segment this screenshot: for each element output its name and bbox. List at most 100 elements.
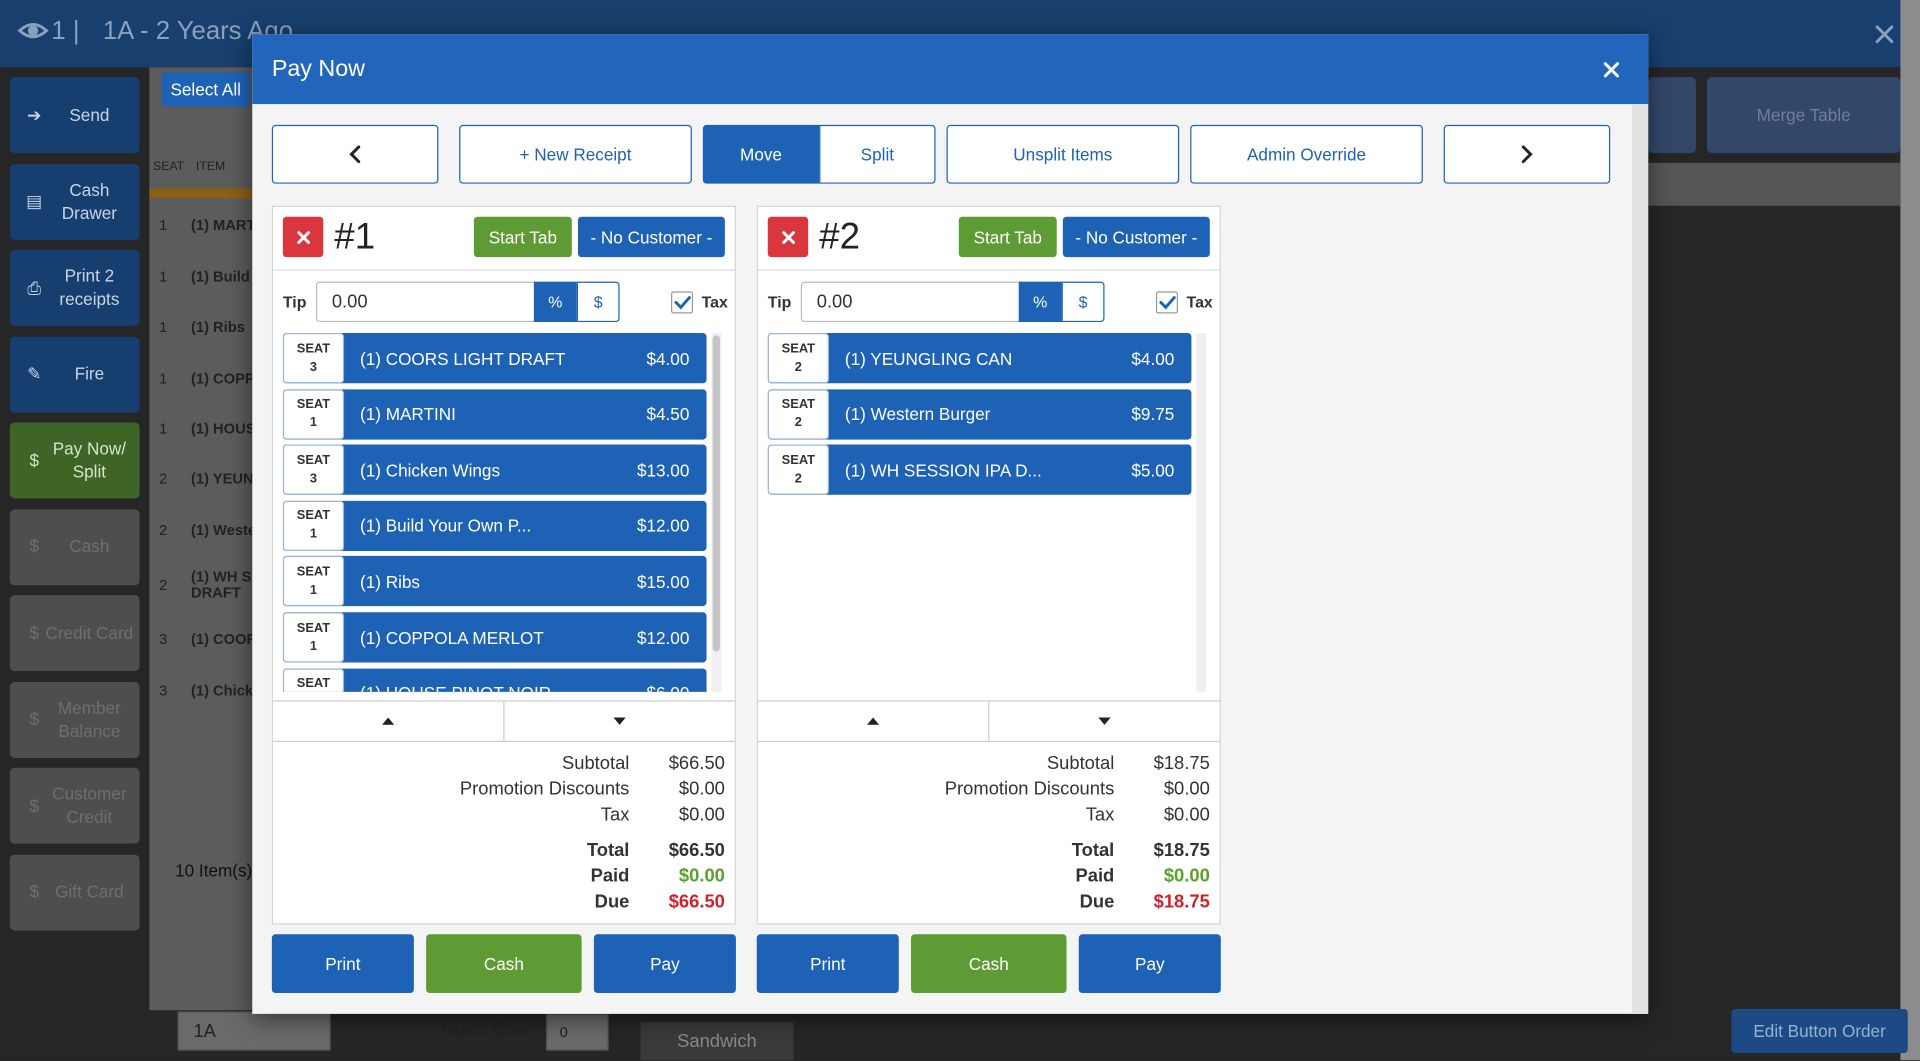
order-seat: 1 [159,216,168,234]
item-row[interactable]: SEAT 1 (1) Ribs $15.00 [282,556,707,607]
receipt-action[interactable]: Print [756,934,899,994]
sidebar-button[interactable]: $ Gift Card [9,854,140,931]
customer-button[interactable]: - No Customer - [1062,216,1210,258]
item-row[interactable]: SEAT 2 (1) YEUNGLING CAN $4.00 [767,333,1192,384]
toolbar-button[interactable]: Unsplit Items [946,124,1180,184]
seat-label: SEAT [781,341,816,356]
icon [1098,717,1111,725]
remove-receipt[interactable] [767,216,809,258]
item-row[interactable]: SEAT 1 (1) COPPOLA MERLOT $12.00 [282,612,707,663]
order-item: (1) WH S DRAFT [191,568,252,602]
tip-dollar[interactable]: $ [1061,281,1105,323]
start-tab[interactable]: Start Tab [473,216,572,258]
order-seat: 2 [159,470,168,488]
item-row[interactable]: SEAT 2 (1) WH SESSION IPA D... $5.00 [767,444,1192,495]
item-count: 10 Item(s) [175,860,253,881]
seat-box: SEAT 3 [282,333,345,384]
sidebar-icon: ➔ [27,104,42,125]
receipt-action[interactable]: Cash [911,934,1067,994]
receipt-action[interactable]: Cash [426,934,582,994]
item-row[interactable]: SEAT 1 (1) Build Your Own P... $12.00 [282,500,707,551]
tip-percent[interactable]: % [533,281,577,323]
summary-value: $0.00 [678,803,725,825]
table-name: 1A [177,1011,331,1051]
next-button[interactable] [1443,124,1611,184]
sidebar-button[interactable]: $ Cash [9,508,140,585]
item-name: (1) COPPOLA MERLOT [360,627,544,648]
sidebar-button[interactable]: ➔ Send [9,77,140,154]
tax-checkbox[interactable] [671,291,694,314]
category-button[interactable]: Sandwich [640,1022,794,1061]
summary-value: $18.75 [1153,890,1210,912]
icon [17,23,49,39]
hidden-button [1648,77,1696,154]
seat-label: SEAT [781,396,816,412]
item-row[interactable]: SEAT 1 (1) MARTINI $4.50 [282,388,707,440]
sidebar-button[interactable]: ⎙ Print 2 receipts [9,249,140,326]
close-screen[interactable] [1873,23,1895,45]
tip-percent[interactable]: % [1018,281,1062,323]
receipt-action[interactable]: Pay [1078,934,1221,994]
toolbar-button[interactable]: Move [702,124,820,184]
sidebar-icon: $ [29,450,40,470]
sidebar-icon: $ [29,536,40,556]
scroll-up[interactable] [758,701,990,741]
sidebar-button[interactable]: $ Customer Credit [9,767,140,844]
seat-box: SEAT 1 [282,500,345,551]
sidebar-button[interactable]: ▤ Cash Drawer [9,163,140,240]
summary-value: $66.50 [668,752,725,774]
scroll-down[interactable] [504,702,734,741]
modal-close[interactable] [1603,61,1620,78]
col-item: ITEM [195,159,226,174]
tip-dollar[interactable]: $ [576,281,620,323]
summary-label: Paid [1075,865,1115,886]
scroll-up[interactable] [273,701,505,741]
receipt-action[interactable]: Print [271,934,414,994]
receipt-action[interactable]: Pay [593,934,736,994]
scroll-down[interactable] [989,702,1219,741]
order-item: (1) COOR [191,630,258,648]
sidebar-button[interactable]: $ Credit Card [9,595,140,672]
tip-input[interactable]: 0.00 [315,281,536,323]
sidebar-button[interactable]: $ Pay Now/ Split [9,422,140,499]
divider [273,269,735,271]
start-tab[interactable]: Start Tab [958,216,1057,258]
item-row[interactable]: SEAT 3 (1) COORS LIGHT DRAFT $4.00 [282,333,707,384]
summary-value: $0.00 [1163,865,1210,886]
prev-button[interactable] [271,124,439,184]
item-list: SEAT 2 (1) YEUNGLING CAN $4.00 SEAT 2 (1) West… [767,333,1206,692]
seat-label: SEAT [296,676,331,691]
seat-label: SEAT [781,452,816,468]
pay-now-modal: Pay Now + New Receipt Move Split Unsplit Ite… [252,34,1649,1014]
sidebar-button[interactable]: ✎ Fire [9,336,140,413]
item-row[interactable]: SEAT 2 (1) Western Burger $9.75 [767,388,1192,440]
receipt-panel: #1 Start Tab - No Customer - Tip 0.00% $ Tax SE… [271,205,736,925]
item-row[interactable]: SEAT 3 (1) Chicken Wings $13.00 [282,444,707,495]
edit-button-order[interactable]: Edit Button Order [1731,1008,1908,1054]
order-item: (1) HOUS [191,419,256,437]
remove-receipt[interactable] [282,216,324,258]
divider [757,700,1220,702]
order-item: (1) MART [191,216,256,234]
customer-button[interactable]: - No Customer - [577,216,725,258]
eye-icon [17,18,49,42]
tip-label: Tip [282,292,307,312]
seat-box: SEAT 2 [767,388,829,440]
tip-input[interactable]: 0.00 [800,281,1021,323]
sidebar-label: Print 2 receipts [59,265,120,309]
summary-value: $0.00 [1163,778,1210,799]
item-price: $5.00 [1131,460,1175,480]
select-all[interactable]: Select All [161,72,250,107]
seat-box: SEAT 2 [767,444,829,495]
tax-checkbox[interactable] [1155,291,1178,314]
sidebar-button[interactable]: $ Member Balance [9,681,140,758]
toolbar-button[interactable]: + New Receipt [459,124,692,184]
toolbar-button[interactable]: Split [819,124,936,184]
order-item: (1) Weste [191,521,257,539]
toolbar-button[interactable]: Admin Override [1190,124,1423,184]
right-band [1648,162,1901,206]
sidebar-label: Member Balance [57,697,121,741]
summary-value: $0.00 [678,778,725,799]
merge-table[interactable]: Merge Table [1706,77,1901,154]
